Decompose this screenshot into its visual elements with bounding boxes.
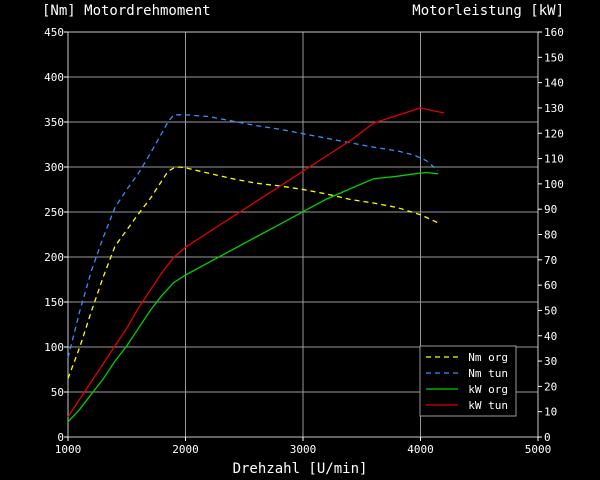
y-left-tick-label: 400 (44, 71, 64, 84)
y-right-tick-label: 110 (544, 153, 564, 166)
y-right-tick-label: 130 (544, 102, 564, 115)
y-right-tick-label: 10 (544, 406, 557, 419)
y-left-tick-label: 150 (44, 296, 64, 309)
x-tick-label: 4000 (407, 443, 434, 456)
series-line-nm-tun (67, 114, 439, 358)
left-axis-title: [Nm] Motordrehmoment (42, 3, 211, 19)
y-right-tick-label: 120 (544, 127, 564, 140)
x-tick-label: 5000 (525, 443, 552, 456)
y-left-tick-label: 200 (44, 251, 64, 264)
series-line-kw-org (67, 171, 439, 423)
y-left-tick-label: 50 (51, 386, 64, 399)
y-right-tick-label: 100 (544, 178, 564, 191)
y-right-tick-label: 140 (544, 77, 564, 90)
y-left-tick-label: 250 (44, 206, 64, 219)
y-right-tick-label: 40 (544, 330, 557, 343)
x-tick-label: 3000 (290, 443, 317, 456)
y-right-tick-label: 160 (544, 26, 564, 39)
legend-label: kW org (468, 383, 508, 396)
x-tick-label: 1000 (55, 443, 82, 456)
y-left-tick-label: 450 (44, 26, 64, 39)
y-left-tick-label: 0 (57, 431, 64, 444)
y-right-tick-label: 70 (544, 254, 557, 267)
y-right-tick-label: 60 (544, 279, 557, 292)
legend-label: Nm tun (468, 367, 508, 380)
y-left-tick-label: 100 (44, 341, 64, 354)
y-right-tick-label: 90 (544, 203, 557, 216)
y-right-tick-label: 80 (544, 229, 557, 242)
y-left-tick-label: 350 (44, 116, 64, 129)
y-right-tick-label: 30 (544, 355, 557, 368)
legend-label: Nm org (468, 351, 508, 364)
y-right-tick-label: 50 (544, 304, 557, 317)
y-right-tick-label: 150 (544, 51, 564, 64)
legend-label: kW tun (468, 399, 508, 412)
legend-box (419, 345, 517, 417)
series-line-nm-org (67, 166, 439, 379)
y-right-tick-label: 0 (544, 431, 551, 444)
series-line-kw-tun (67, 107, 445, 418)
y-right-tick-label: 20 (544, 380, 557, 393)
x-tick-label: 2000 (172, 443, 199, 456)
y-left-tick-label: 300 (44, 161, 64, 174)
x-axis-title: Drehzahl [U/min] (232, 461, 368, 477)
right-axis-title: Motorleistung [kW] (412, 3, 564, 19)
